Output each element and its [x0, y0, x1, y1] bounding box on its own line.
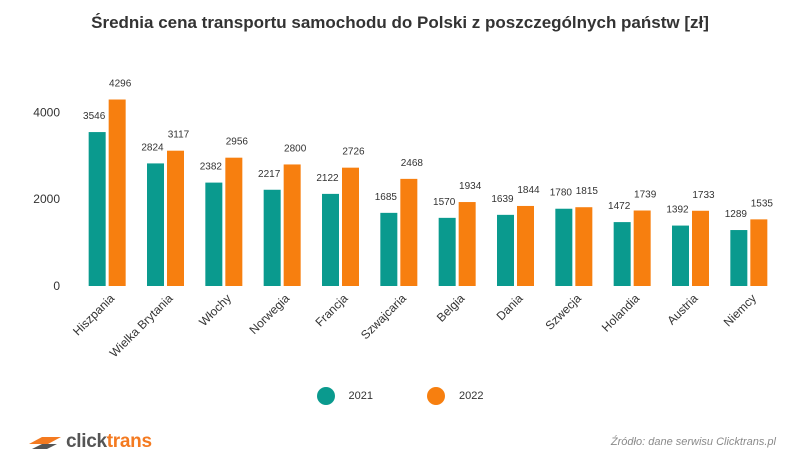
data-label: 1392 [666, 205, 689, 216]
y-tick-label: 0 [53, 279, 60, 293]
data-label: 1570 [433, 197, 456, 208]
bar-2022-szwajcaria [400, 178, 418, 286]
data-label: 1685 [375, 192, 398, 203]
data-label: 1472 [608, 201, 631, 212]
data-label: 1780 [550, 188, 573, 199]
bars [88, 99, 768, 286]
y-tick-label: 4000 [33, 105, 60, 119]
bar-2022-norwegia [283, 164, 301, 286]
legend-item-2021: 2021 [316, 387, 373, 405]
data-label: 1639 [491, 194, 514, 205]
data-label: 1289 [725, 209, 748, 220]
data-label: 2468 [401, 158, 424, 169]
x-tick-label: Szwecja [542, 291, 584, 333]
bar-2022-francja [342, 167, 359, 286]
legend: 2021 2022 [0, 387, 800, 405]
x-tick-label: Dania [494, 291, 526, 323]
logo-text-trans: trans [106, 431, 152, 452]
x-tick-label: Francja [312, 291, 350, 329]
bar-2021-hiszpania [88, 132, 106, 286]
y-tick-label: 2000 [33, 192, 60, 206]
data-label: 4296 [109, 79, 132, 90]
legend-item-2022: 2022 [427, 387, 483, 405]
logo-text-click: click [66, 431, 107, 452]
bar-2021-szwecja [555, 208, 573, 286]
bar-2022-belgia [458, 202, 476, 286]
bar-2021-belgia [438, 217, 456, 286]
data-label: 3546 [83, 111, 106, 122]
bar-2021-norwegia [263, 189, 281, 286]
x-tick-label: Hiszpania [70, 291, 117, 338]
data-labels: 3546 4296 2824 3117 2382 2956 2217 2800 2122 2726… [83, 79, 773, 221]
data-label: 1535 [751, 198, 774, 209]
bar-2022-dania [517, 205, 534, 286]
x-tick-label: Holandia [599, 291, 643, 335]
data-label: 1934 [459, 181, 482, 192]
legend-label-2021: 2021 [348, 390, 373, 402]
data-label: 2956 [226, 137, 249, 148]
x-tick-label: Niemcy [721, 291, 759, 329]
data-label: 2824 [141, 142, 164, 153]
bar-2022-szwecja [575, 207, 593, 286]
chart-title: Średnia cena transportu samochodu do Pol… [91, 13, 709, 32]
truck-arrow-icon [29, 437, 61, 449]
bar-2022-wielka-brytania [167, 150, 184, 286]
data-label: 1815 [576, 186, 599, 197]
legend-swatch-2022 [427, 387, 445, 405]
data-label: 2800 [284, 143, 307, 154]
y-axis: 0 2000 4000 [33, 105, 60, 293]
bar-2021-dania [497, 214, 514, 286]
legend-label-2022: 2022 [459, 390, 484, 402]
bar-2021-niemcy [730, 230, 748, 286]
x-tick-label: Belgia [434, 291, 468, 325]
x-tick-label: Norwegia [247, 291, 293, 337]
bar-2021-austria [672, 225, 689, 286]
data-label: 1739 [634, 190, 657, 201]
legend-swatch-2021 [316, 387, 335, 405]
data-label: 1844 [517, 185, 540, 196]
x-tick-label: Austria [664, 291, 701, 328]
x-tick-label: Wielka Brytania [107, 291, 176, 360]
bar-2022-hiszpania [108, 99, 126, 286]
data-label: 2217 [258, 169, 281, 180]
data-label: 1733 [692, 190, 715, 201]
data-label: 2726 [342, 147, 365, 158]
bar-chart: 0 2000 4000 3546 4296 2824 3117 2382 2956 2217 28… [33, 79, 773, 361]
data-label: 3117 [168, 130, 190, 141]
bar-2022-niemcy [750, 219, 768, 286]
bar-2022-włochy [225, 157, 243, 286]
bar-2021-szwajcaria [380, 212, 398, 286]
source-note: Źródło: dane serwisu Clicktrans.pl [610, 436, 776, 448]
bar-2022-holandia [633, 210, 651, 286]
bar-2021-włochy [205, 182, 223, 286]
data-label: 2122 [316, 173, 339, 184]
bar-2021-wielka-brytania [147, 163, 164, 286]
clicktrans-logo: clicktrans [28, 431, 152, 453]
data-label: 2382 [200, 162, 223, 173]
x-tick-label: Włochy [196, 291, 234, 329]
bar-2021-holandia [613, 222, 631, 286]
bar-2022-austria [692, 210, 709, 286]
x-tick-label: Szwajcaria [358, 291, 409, 342]
bar-2021-francja [322, 193, 339, 286]
